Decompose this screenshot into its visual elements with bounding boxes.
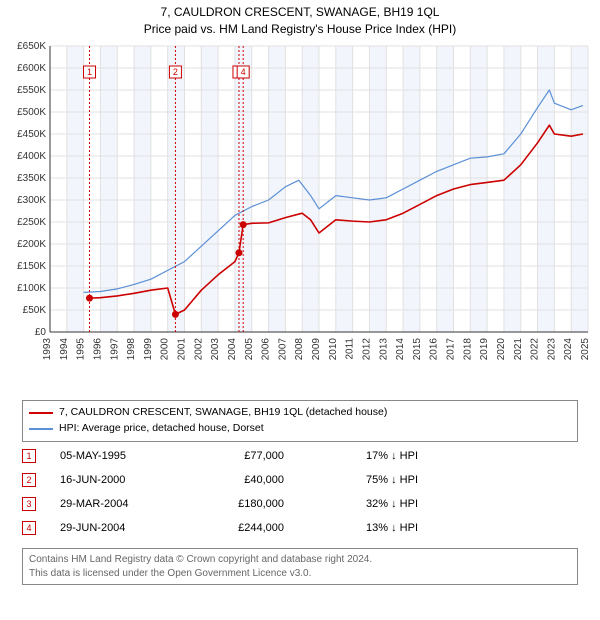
footer-line-2: This data is licensed under the Open Gov… — [29, 567, 571, 581]
svg-text:£450K: £450K — [17, 129, 46, 140]
svg-text:2002: 2002 — [193, 338, 204, 361]
svg-text:£150K: £150K — [17, 261, 46, 272]
svg-text:2004: 2004 — [227, 338, 238, 361]
transaction-marker: 4 — [22, 521, 36, 535]
legend-box: 7, CAULDRON CRESCENT, SWANAGE, BH19 1QL … — [22, 400, 578, 442]
svg-text:2001: 2001 — [177, 338, 188, 361]
svg-text:2006: 2006 — [261, 338, 272, 361]
transactions-table: 1 05-MAY-1995 £77,000 17% ↓ HPI 2 16-JUN-2000… — [22, 444, 578, 540]
transaction-row: 3 29-MAR-2004 £180,000 32% ↓ HPI — [22, 492, 578, 516]
svg-text:1993: 1993 — [42, 338, 53, 361]
svg-text:2023: 2023 — [546, 338, 557, 361]
svg-text:£650K: £650K — [17, 42, 46, 52]
transaction-date: 16-JUN-2000 — [60, 474, 170, 486]
transaction-price: £40,000 — [194, 474, 284, 486]
svg-text:£600K: £600K — [17, 63, 46, 74]
svg-text:2008: 2008 — [294, 338, 305, 361]
svg-text:2017: 2017 — [446, 338, 457, 361]
chart-area: £0 £50K £100K £150K £200K £250K £300K £350K £400… — [0, 42, 600, 392]
legend-item: HPI: Average price, detached house, Dors… — [29, 421, 571, 437]
svg-text:£0: £0 — [35, 327, 47, 338]
svg-text:2005: 2005 — [244, 338, 255, 361]
title-subtitle: Price paid vs. HM Land Registry's House … — [0, 21, 600, 38]
transaction-marker: 1 — [22, 449, 36, 463]
legend-swatch — [29, 428, 53, 430]
transaction-marker: 2 — [22, 473, 36, 487]
svg-text:£100K: £100K — [17, 283, 46, 294]
svg-text:2: 2 — [173, 67, 178, 77]
svg-text:£350K: £350K — [17, 173, 46, 184]
transaction-row: 4 29-JUN-2004 £244,000 13% ↓ HPI — [22, 516, 578, 540]
svg-text:2019: 2019 — [479, 338, 490, 361]
svg-text:2007: 2007 — [277, 338, 288, 361]
svg-text:2012: 2012 — [361, 338, 372, 361]
transaction-price: £77,000 — [194, 450, 284, 462]
svg-text:2010: 2010 — [328, 338, 339, 361]
transaction-date: 29-MAR-2004 — [60, 498, 170, 510]
transaction-delta: 17% ↓ HPI — [308, 450, 418, 462]
svg-text:2000: 2000 — [160, 338, 171, 361]
transaction-date: 05-MAY-1995 — [60, 450, 170, 462]
svg-text:£550K: £550K — [17, 85, 46, 96]
svg-text:1999: 1999 — [143, 338, 154, 361]
svg-text:2016: 2016 — [429, 338, 440, 361]
svg-text:£50K: £50K — [23, 305, 47, 316]
footer-attribution: Contains HM Land Registry data © Crown c… — [22, 548, 578, 585]
transaction-delta: 32% ↓ HPI — [308, 498, 418, 510]
svg-text:2022: 2022 — [530, 338, 541, 361]
svg-text:2018: 2018 — [462, 338, 473, 361]
svg-text:2024: 2024 — [563, 338, 574, 361]
line-chart: £0 £50K £100K £150K £200K £250K £300K £350K £400… — [0, 42, 600, 392]
svg-text:1: 1 — [87, 67, 92, 77]
transaction-price: £244,000 — [194, 522, 284, 534]
svg-text:1995: 1995 — [76, 338, 87, 361]
svg-text:2003: 2003 — [210, 338, 221, 361]
svg-text:£500K: £500K — [17, 107, 46, 118]
svg-text:£250K: £250K — [17, 217, 46, 228]
svg-text:1994: 1994 — [59, 338, 70, 361]
svg-text:£200K: £200K — [17, 239, 46, 250]
transaction-row: 1 05-MAY-1995 £77,000 17% ↓ HPI — [22, 444, 578, 468]
svg-text:1998: 1998 — [126, 338, 137, 361]
title-block: 7, CAULDRON CRESCENT, SWANAGE, BH19 1QL … — [0, 0, 600, 38]
svg-text:2015: 2015 — [412, 338, 423, 361]
title-address: 7, CAULDRON CRESCENT, SWANAGE, BH19 1QL — [0, 4, 600, 21]
transaction-delta: 75% ↓ HPI — [308, 474, 418, 486]
svg-text:1996: 1996 — [92, 338, 103, 361]
svg-text:1997: 1997 — [109, 338, 120, 361]
svg-text:£400K: £400K — [17, 151, 46, 162]
legend-item: 7, CAULDRON CRESCENT, SWANAGE, BH19 1QL … — [29, 405, 571, 421]
svg-text:2014: 2014 — [395, 338, 406, 361]
transaction-delta: 13% ↓ HPI — [308, 522, 418, 534]
svg-text:2009: 2009 — [311, 338, 322, 361]
svg-text:2011: 2011 — [345, 338, 356, 360]
svg-text:2021: 2021 — [513, 338, 524, 361]
transaction-date: 29-JUN-2004 — [60, 522, 170, 534]
svg-text:2013: 2013 — [378, 338, 389, 361]
svg-text:2025: 2025 — [580, 338, 591, 361]
svg-text:2020: 2020 — [496, 338, 507, 361]
transaction-price: £180,000 — [194, 498, 284, 510]
footer-line-1: Contains HM Land Registry data © Crown c… — [29, 553, 571, 567]
svg-text:£300K: £300K — [17, 195, 46, 206]
transaction-row: 2 16-JUN-2000 £40,000 75% ↓ HPI — [22, 468, 578, 492]
legend-swatch — [29, 412, 53, 414]
svg-text:4: 4 — [241, 67, 246, 77]
legend-label: 7, CAULDRON CRESCENT, SWANAGE, BH19 1QL … — [59, 405, 387, 421]
legend-label: HPI: Average price, detached house, Dors… — [59, 421, 264, 437]
figure-root: 7, CAULDRON CRESCENT, SWANAGE, BH19 1QL … — [0, 0, 600, 620]
transaction-marker: 3 — [22, 497, 36, 511]
